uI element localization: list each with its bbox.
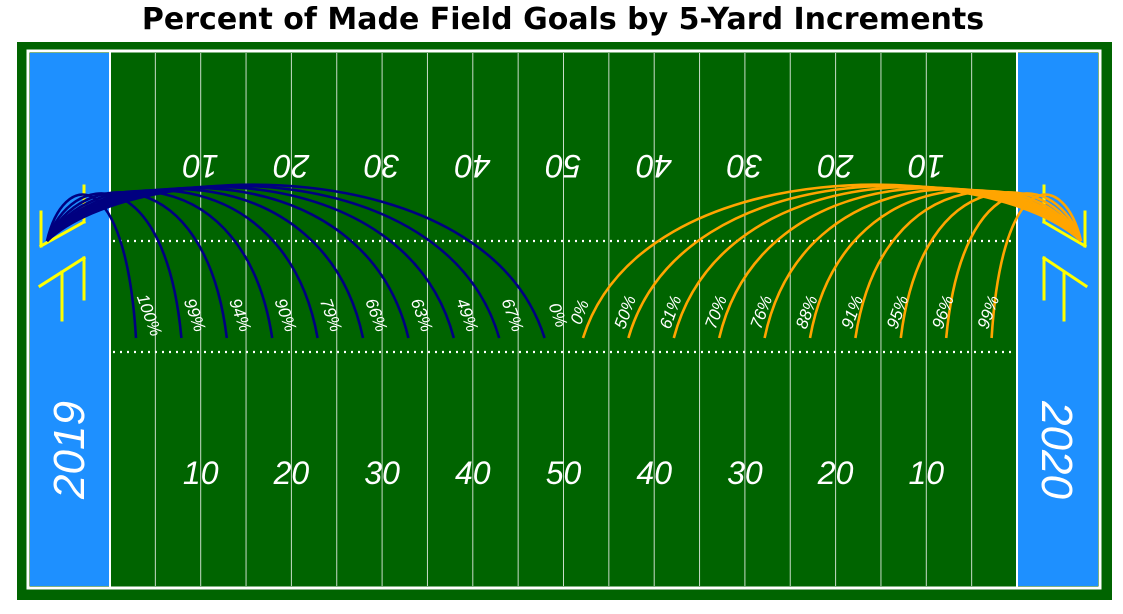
yard-number-bottom: 30 (727, 455, 763, 491)
yard-number-top: 20 (818, 148, 855, 184)
yard-number-bottom: 30 (364, 455, 400, 491)
yard-number-top: 50 (546, 148, 582, 184)
kick-arc (627, 184, 1082, 339)
field-boundary (26, 49, 1102, 590)
kick-arc (672, 185, 1082, 339)
yard-number-bottom: 10 (183, 455, 219, 491)
kick-arcs (45, 183, 1083, 339)
goalpost-segment (1041, 219, 1088, 249)
kick-arc (944, 192, 1083, 339)
yard-number-top: 40 (636, 148, 672, 184)
yard-number-bottom: 20 (273, 455, 310, 491)
chart-title: Percent of Made Field Goals by 5-Yard In… (142, 2, 984, 37)
yard-number-top: 10 (908, 148, 944, 184)
kick-arc (808, 188, 1083, 339)
kick-arc (899, 191, 1083, 339)
yard-lines (154, 53, 973, 586)
yard-number-bottom: 50 (546, 455, 582, 491)
yard-number-top: 10 (183, 148, 219, 184)
field-outer (17, 42, 1112, 600)
endzone-label-2019: 2019 (45, 401, 94, 500)
yard-numbers-top: 10 20 30 40 50 40 30 20 10 (183, 148, 944, 184)
kick-arc (46, 183, 546, 339)
yard-numbers-bottom: 10 20 30 40 50 40 30 20 10 (183, 455, 944, 491)
kick-arc (45, 188, 319, 339)
yard-number-top: 30 (727, 148, 763, 184)
kick-arc (581, 183, 1082, 339)
kick-arc (45, 190, 274, 339)
yard-number-top: 30 (364, 148, 400, 184)
goalpost-segment (38, 219, 87, 249)
yard-number-bottom: 20 (817, 455, 854, 491)
yard-number-bottom: 10 (909, 455, 945, 491)
kick-arc (717, 186, 1083, 339)
yard-number-bottom: 40 (455, 455, 491, 491)
endzone-right (1018, 53, 1098, 586)
endzone-label-2020: 2020 (1032, 400, 1081, 499)
kick-arc (45, 187, 365, 339)
hash-marks (113, 239, 1014, 354)
endzone-left (30, 53, 109, 586)
yard-number-top: 20 (273, 148, 310, 184)
yard-number-bottom: 40 (636, 455, 672, 491)
kick-arc (763, 187, 1083, 339)
yard-number-top: 40 (455, 148, 491, 184)
kick-arc (854, 190, 1083, 339)
kick-arc (990, 193, 1083, 339)
